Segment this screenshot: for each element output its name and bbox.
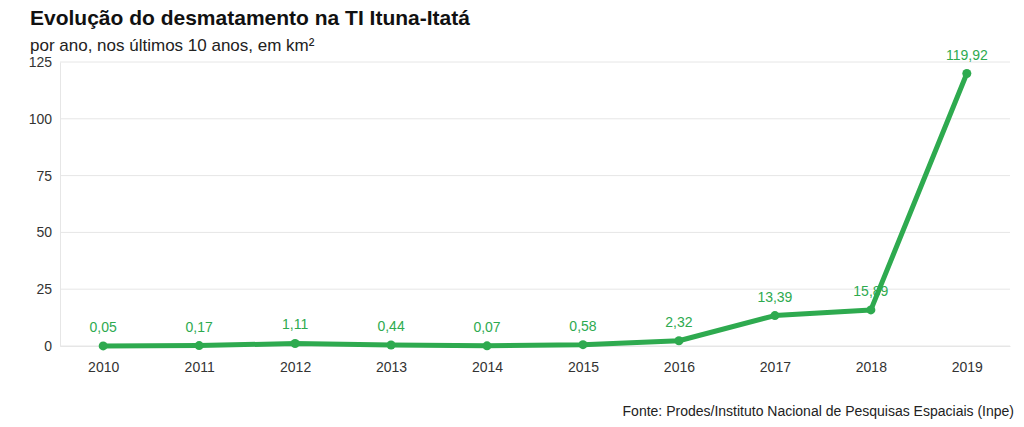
x-axis: 2010 2011 2012 2013 2014 2015 2016 2017 2018 2019: [61, 346, 1011, 375]
y-tick: 50: [36, 224, 60, 240]
x-tick-label: 2014: [472, 359, 503, 375]
x-tick-label: 2012: [280, 359, 311, 375]
point: [674, 336, 683, 345]
grid: [60, 62, 1010, 346]
y-tick: 100: [29, 111, 60, 127]
x-tick-label: 2016: [664, 359, 695, 375]
x-tick-label: 2010: [88, 359, 119, 375]
point: [99, 341, 108, 350]
data-label: 15,89: [853, 283, 888, 299]
grid-line: [60, 232, 1010, 233]
x-tick-label: 2015: [568, 359, 599, 375]
x-tick: 2019: [952, 346, 983, 375]
grid-line: [60, 175, 1010, 176]
y-axis-line: [60, 63, 61, 347]
y-tick-label: 25: [36, 281, 52, 297]
x-tick: 2014: [472, 346, 503, 375]
point: [866, 305, 875, 314]
y-axis: 0 25 50 75 100 125: [29, 54, 61, 354]
point: [291, 339, 300, 348]
data-label: 119,92: [946, 47, 988, 63]
x-tick: 2018: [856, 346, 887, 375]
data-label: 0,05: [90, 319, 117, 335]
x-tick: 2017: [760, 346, 791, 375]
data-label: 1,11: [282, 316, 308, 332]
data-label: 0,07: [473, 319, 500, 335]
y-tick: 0: [44, 338, 60, 354]
chart: Evolução do desmatamento na TI Ituna-Ita…: [0, 0, 1024, 427]
grid-line: [60, 118, 1010, 119]
point: [578, 340, 587, 349]
point: [962, 69, 971, 78]
y-tick-label: 0: [44, 338, 52, 354]
data-label: 0,44: [377, 318, 404, 334]
x-tick: 2011: [185, 346, 215, 375]
y-tick: 25: [36, 281, 60, 297]
point: [770, 311, 779, 320]
data-labels: 0,05 0,17 1,11 0,44 0,07 0,58 2,32 13,39 15,89 11…: [90, 47, 988, 335]
point: [195, 341, 204, 350]
x-tick-label: 2017: [760, 359, 791, 375]
subtitle: por ano, nos últimos 10 anos, em km²: [30, 36, 315, 55]
point: [483, 341, 492, 350]
marks: [99, 69, 972, 350]
data-label: 0,17: [186, 319, 213, 335]
data-label: 0,58: [569, 318, 596, 334]
point: [387, 341, 396, 350]
x-tick: 2013: [376, 346, 407, 375]
x-tick: 2015: [568, 346, 599, 375]
x-tick-label: 2019: [952, 359, 983, 375]
y-tick-label: 100: [29, 111, 53, 127]
x-tick: 2016: [664, 346, 695, 375]
line: [103, 74, 967, 346]
grid-line: [60, 62, 1010, 63]
y-tick-label: 125: [29, 54, 53, 70]
x-tick: 2012: [280, 346, 311, 375]
y-tick: 75: [36, 168, 60, 184]
source: Fonte: Prodes/Instituto Nacional de Pesq…: [623, 403, 1014, 419]
x-tick-label: 2011: [185, 359, 215, 375]
x-tick-label: 2013: [376, 359, 407, 375]
y-tick: 125: [29, 54, 60, 70]
x-tick-label: 2018: [856, 359, 887, 375]
y-tick-label: 75: [36, 168, 52, 184]
y-tick-label: 50: [36, 224, 52, 240]
data-label: 13,39: [757, 289, 792, 305]
data-label: 2,32: [665, 314, 692, 330]
title: Evolução do desmatamento na TI Ituna-Ita…: [30, 6, 470, 29]
